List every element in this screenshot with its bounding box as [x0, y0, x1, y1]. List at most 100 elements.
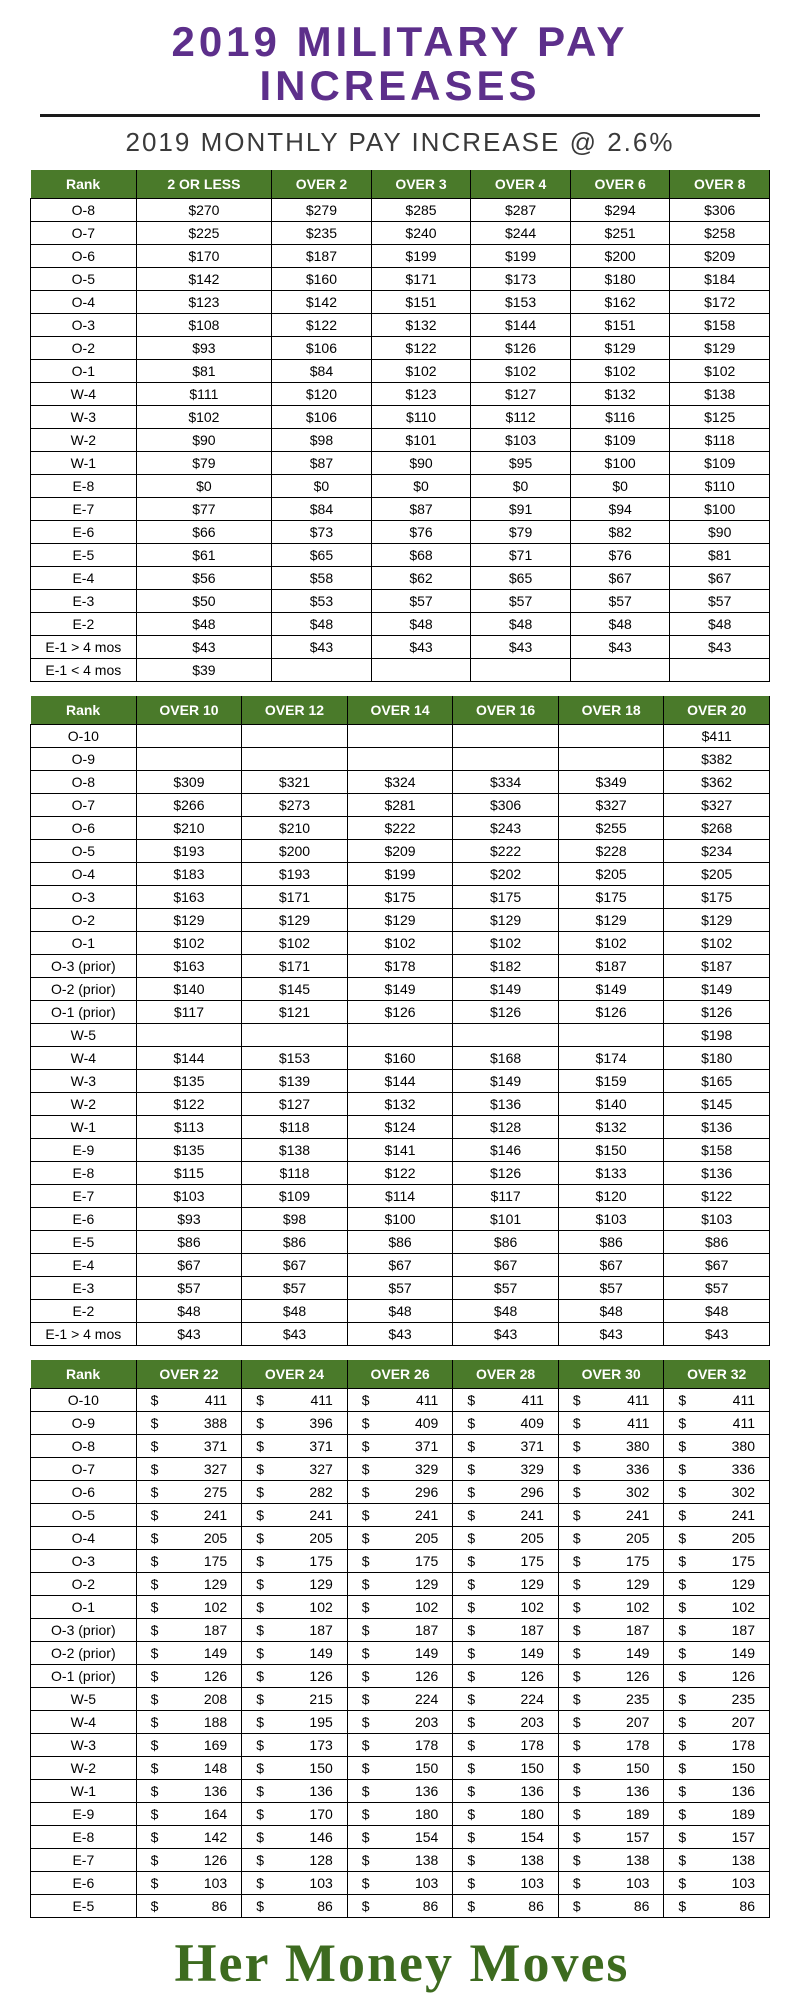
value-cell: $0	[570, 475, 670, 498]
rank-cell: O-5	[31, 268, 137, 291]
value-cell: $371	[347, 1435, 453, 1458]
value-cell: $77	[136, 498, 271, 521]
table-row: E-9$164$170$180$180$189$189	[31, 1803, 770, 1826]
value-cell: $198	[664, 1024, 770, 1047]
table-row: O-3 (prior)$187$187$187$187$187$187	[31, 1619, 770, 1642]
value-cell: $115	[136, 1162, 242, 1185]
rank-cell: O-8	[31, 771, 137, 794]
value-cell: $180	[347, 1803, 453, 1826]
value-cell: $207	[664, 1711, 770, 1734]
value-cell: $215	[242, 1688, 348, 1711]
rank-cell: O-3 (prior)	[31, 1619, 137, 1642]
value-cell: $184	[670, 268, 770, 291]
value-cell: $146	[453, 1139, 559, 1162]
table-row: O-8$309$321$324$334$349$362	[31, 771, 770, 794]
value-cell: $146	[242, 1826, 348, 1849]
table-row: E-5$61$65$68$71$76$81	[31, 544, 770, 567]
value-cell: $255	[558, 817, 664, 840]
value-cell: $48	[453, 1300, 559, 1323]
value-cell: $202	[453, 863, 559, 886]
value-cell: $136	[347, 1780, 453, 1803]
value-cell: $43	[558, 1323, 664, 1346]
table-row: E-2$48$48$48$48$48$48	[31, 1300, 770, 1323]
value-cell: $411	[664, 725, 770, 748]
value-cell: $388	[136, 1412, 242, 1435]
rank-cell: O-2 (prior)	[31, 978, 137, 1001]
rank-cell: W-1	[31, 452, 137, 475]
table-row: O-7$327$327$329$329$336$336	[31, 1458, 770, 1481]
table-row: E-7$77$84$87$91$94$100	[31, 498, 770, 521]
value-cell: $187	[347, 1619, 453, 1642]
value-cell: $103	[664, 1872, 770, 1895]
value-cell: $67	[242, 1254, 348, 1277]
value-cell: $149	[453, 1642, 559, 1665]
value-cell: $102	[136, 1596, 242, 1619]
value-cell: $144	[136, 1047, 242, 1070]
rank-cell: W-3	[31, 406, 137, 429]
table-row: E-4$56$58$62$65$67$67	[31, 567, 770, 590]
value-cell: $324	[347, 771, 453, 794]
table-row: W-5$198	[31, 1024, 770, 1047]
value-cell: $187	[272, 245, 372, 268]
value-cell	[347, 1024, 453, 1047]
value-cell: $76	[570, 544, 670, 567]
value-cell: $380	[664, 1435, 770, 1458]
value-cell: $175	[558, 1550, 664, 1573]
value-cell: $205	[453, 1527, 559, 1550]
value-cell: $39	[136, 659, 271, 682]
value-cell: $224	[453, 1688, 559, 1711]
value-cell: $87	[272, 452, 372, 475]
value-cell: $48	[371, 613, 471, 636]
value-cell: $123	[136, 291, 271, 314]
value-cell: $279	[272, 199, 372, 222]
title-line-1: 2019 MILITARY PAY	[30, 20, 770, 64]
value-cell: $171	[242, 886, 348, 909]
value-cell: $101	[371, 429, 471, 452]
value-cell: $0	[471, 475, 571, 498]
value-cell: $126	[347, 1665, 453, 1688]
value-cell: $129	[347, 909, 453, 932]
rank-cell: E-6	[31, 1872, 137, 1895]
value-cell: $138	[558, 1849, 664, 1872]
table-row: O-2 (prior)$140$145$149$149$149$149	[31, 978, 770, 1001]
value-cell: $98	[242, 1208, 348, 1231]
value-cell: $43	[453, 1323, 559, 1346]
col-header: OVER 26	[347, 1360, 453, 1389]
col-rank: Rank	[31, 170, 137, 199]
value-cell: $149	[664, 978, 770, 1001]
value-cell: $111	[136, 383, 271, 406]
value-cell: $128	[453, 1116, 559, 1139]
table-row: W-3$169$173$178$178$178$178	[31, 1734, 770, 1757]
value-cell: $200	[570, 245, 670, 268]
value-cell: $144	[347, 1070, 453, 1093]
page-subtitle: 2019 MONTHLY PAY INCREASE @ 2.6%	[30, 127, 770, 158]
value-cell	[453, 1024, 559, 1047]
value-cell: $175	[136, 1550, 242, 1573]
value-cell: $102	[347, 932, 453, 955]
value-cell: $86	[347, 1895, 453, 1918]
value-cell: $150	[453, 1757, 559, 1780]
value-cell: $103	[664, 1208, 770, 1231]
table-row: O-6$210$210$222$243$255$268	[31, 817, 770, 840]
rank-cell: E-4	[31, 567, 137, 590]
rank-cell: E-6	[31, 521, 137, 544]
col-header: OVER 14	[347, 696, 453, 725]
table-row: O-10$411	[31, 725, 770, 748]
value-cell: $371	[453, 1435, 559, 1458]
rank-cell: O-7	[31, 222, 137, 245]
table-row: O-8$270$279$285$287$294$306	[31, 199, 770, 222]
title-divider	[40, 114, 760, 117]
value-cell: $57	[136, 1277, 242, 1300]
rank-cell: O-4	[31, 1527, 137, 1550]
rank-cell: E-7	[31, 1185, 137, 1208]
rank-cell: W-4	[31, 1711, 137, 1734]
value-cell: $126	[136, 1665, 242, 1688]
rank-cell: O-1	[31, 932, 137, 955]
table-row: W-5$208$215$224$224$235$235	[31, 1688, 770, 1711]
rank-cell: E-7	[31, 1849, 137, 1872]
value-cell: $183	[136, 863, 242, 886]
value-cell: $67	[664, 1254, 770, 1277]
value-cell: $122	[347, 1162, 453, 1185]
value-cell: $153	[471, 291, 571, 314]
value-cell: $61	[136, 544, 271, 567]
